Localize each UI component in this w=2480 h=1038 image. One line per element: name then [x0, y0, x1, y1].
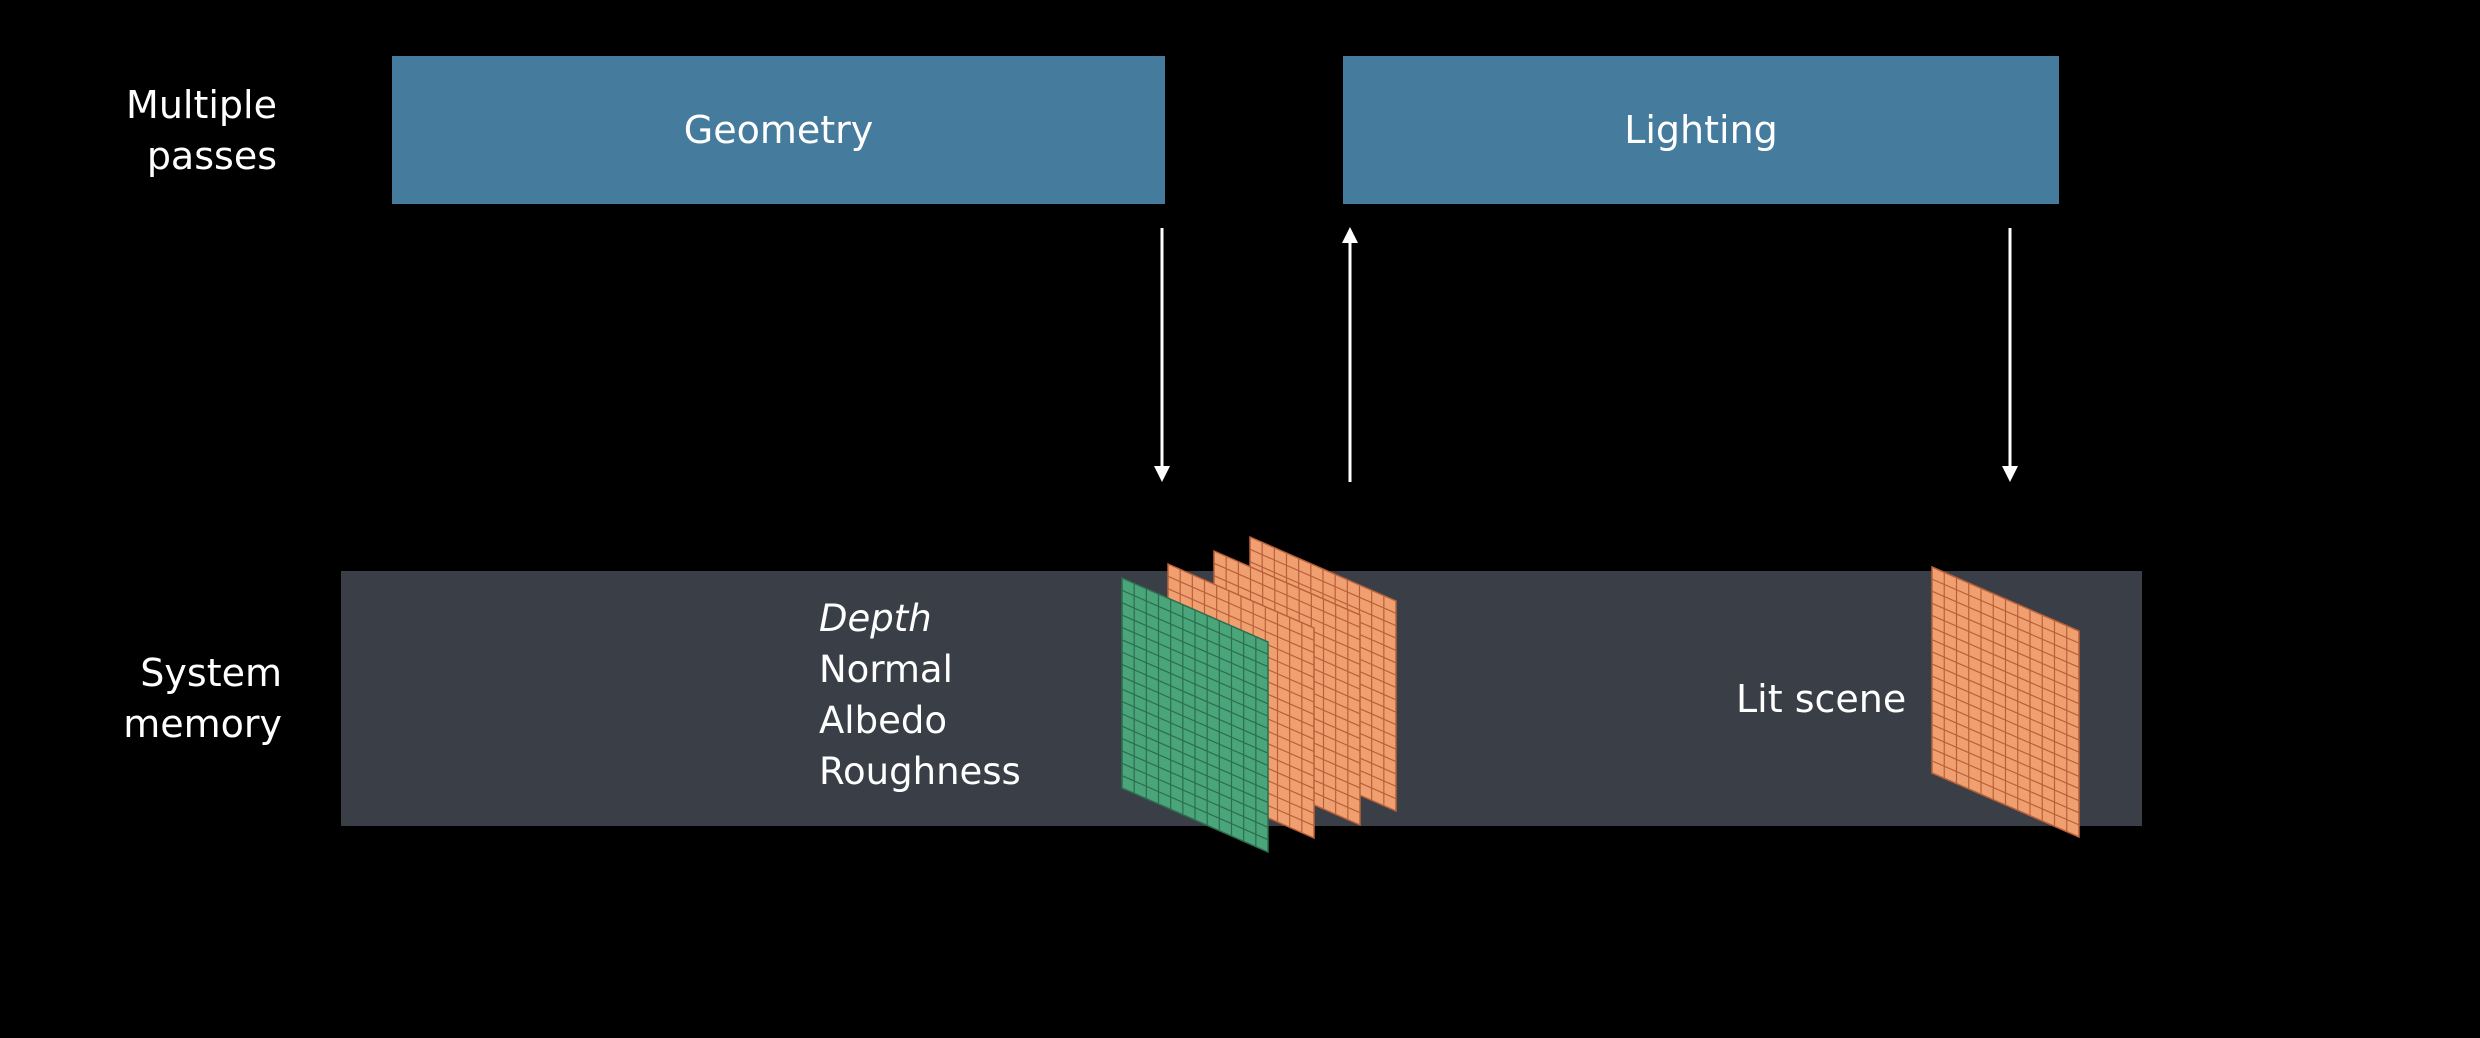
system-memory-label-line1: System: [140, 651, 282, 695]
gbuffer-attribute-list: Depth Normal Albedo Roughness: [819, 593, 1021, 797]
textures-group: [1121, 535, 2080, 854]
geometry-pass-label: Geometry: [683, 108, 874, 152]
arrows-group: [1154, 227, 2018, 482]
lighting-pass-box: Lighting: [1343, 56, 2059, 204]
lighting-write-arrow: [2002, 228, 2018, 482]
lighting-pass-label: Lighting: [1624, 108, 1778, 152]
geometry-pass-box: Geometry: [392, 56, 1165, 204]
attribute-albedo: Albedo: [819, 699, 947, 742]
attribute-roughness: Roughness: [819, 750, 1021, 793]
geometry-write-arrow: [1154, 228, 1170, 482]
attribute-depth: Depth: [819, 597, 932, 640]
lit-scene-texture: [1931, 565, 2080, 839]
multiple-passes-label: Multiple passes: [80, 80, 277, 182]
gbuffer-texture-1: [1121, 576, 1269, 854]
lit-scene-label: Lit scene: [1736, 677, 1907, 721]
lighting-read-arrow: [1342, 227, 1358, 482]
system-memory-label: System memory: [80, 648, 282, 750]
multiple-passes-label-line2: passes: [146, 134, 277, 178]
system-memory-label-line2: memory: [123, 702, 282, 746]
attribute-normal: Normal: [819, 648, 953, 691]
multiple-passes-label-line1: Multiple: [126, 83, 277, 127]
